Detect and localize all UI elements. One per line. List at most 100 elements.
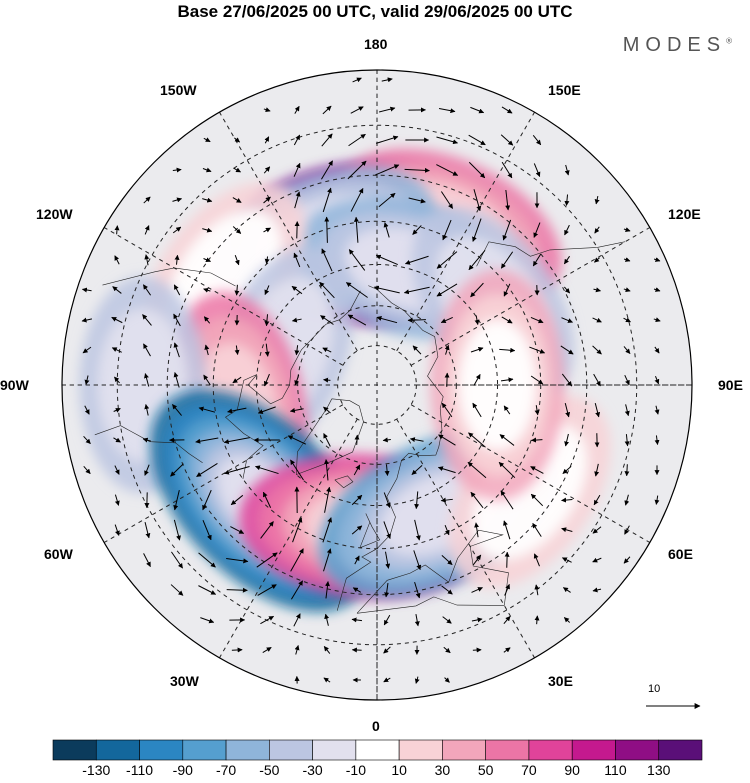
colorbar-tick-label: 70 [521, 762, 537, 778]
lon-label-120w: 120W [36, 206, 73, 222]
lon-label-60e: 60E [668, 546, 693, 562]
wind-arrow [436, 136, 459, 145]
wind-arrow [530, 375, 544, 385]
reference-vector-arrow [646, 703, 701, 709]
wind-arrow [195, 437, 219, 444]
lon-label-60w: 60W [44, 546, 73, 562]
wind-arrow [381, 77, 393, 83]
colorbar-tick-label: 90 [564, 762, 580, 778]
colorbar-swatch [139, 739, 184, 761]
coastline [359, 513, 381, 549]
wind-arrow [441, 402, 453, 418]
wind-arrow [323, 548, 332, 572]
graticule [62, 70, 692, 700]
wind-arrow [287, 435, 307, 445]
wind-arrow [324, 216, 330, 243]
wind-arrow [564, 164, 570, 176]
colorbar-swatch [485, 739, 530, 761]
wind-arrow [290, 548, 304, 572]
colorbar-tick-label: -130 [82, 762, 111, 778]
wind-arrow [529, 346, 546, 354]
wind-arrow [561, 557, 572, 563]
wind-arrow [353, 464, 361, 476]
wind-arrow [142, 314, 152, 326]
colorbar-tick-label: 10 [391, 762, 407, 778]
wind-arrow [202, 227, 213, 233]
wind-arrow [654, 495, 660, 505]
wind-arrow [351, 525, 363, 535]
wind-arrow [81, 287, 92, 293]
wind-arrow [230, 494, 244, 506]
wind-arrow [414, 614, 420, 627]
wind-arrow [294, 191, 301, 209]
wind-arrow [294, 105, 300, 114]
wind-arrow [143, 343, 151, 357]
wind-arrow [323, 459, 329, 481]
wind-arrow [202, 520, 212, 541]
wind-arrow [172, 167, 182, 173]
wind-arrow [532, 522, 542, 537]
wind-arrow [232, 376, 242, 384]
wind-arrow [263, 107, 271, 112]
wind-arrow [351, 494, 363, 506]
wind-vectors [81, 77, 661, 684]
wind-arrow [594, 195, 600, 205]
wind-arrow [534, 584, 540, 596]
colorbar-swatch [398, 739, 443, 761]
meridian [103, 404, 344, 543]
wind-arrow [562, 587, 571, 593]
brand-mark: ® [726, 36, 732, 46]
wind-arrow [204, 344, 210, 356]
wind-arrow [173, 490, 180, 511]
wind-arrow [255, 465, 279, 475]
wind-arrow [350, 187, 364, 212]
colorbar-swatch [442, 739, 486, 761]
wind-arrow [200, 617, 215, 624]
wind-arrow [112, 286, 122, 294]
wind-arrow [114, 376, 120, 384]
wind-arrow [172, 226, 182, 234]
wind-arrow [503, 615, 511, 624]
wind-arrow [500, 377, 514, 383]
wind-arrow [474, 522, 480, 538]
wind-arrow [504, 551, 510, 568]
wind-arrow [173, 313, 181, 327]
wind-arrow [144, 404, 150, 416]
wind-arrow [534, 615, 540, 625]
wind-arrow [561, 497, 573, 503]
coastline [225, 290, 361, 479]
wind-arrow [503, 647, 511, 653]
wind-arrow [321, 248, 333, 272]
wind-arrow [81, 317, 93, 323]
wind-arrow [403, 286, 430, 295]
wind-arrow [323, 433, 331, 447]
colorbar-swatch [355, 739, 400, 761]
wind-arrow [594, 403, 601, 418]
wind-arrow [144, 464, 150, 476]
latitude-circle [212, 220, 542, 550]
wind-arrow [472, 402, 482, 418]
lon-label-150e: 150E [548, 82, 581, 98]
wind-arrow [444, 525, 450, 536]
colorbar-tick-label: -110 [126, 762, 154, 778]
wind-arrow [594, 226, 600, 234]
wind-arrow [320, 315, 334, 325]
wind-arrow [203, 374, 211, 386]
wind-arrow [654, 405, 660, 415]
wind-arrow [83, 466, 91, 475]
wind-arrow [468, 432, 486, 448]
wind-arrow [173, 372, 180, 388]
wind-arrow [404, 167, 430, 173]
wind-arrow [264, 343, 270, 357]
wind-arrow [264, 314, 270, 327]
wind-arrow [143, 553, 151, 568]
wind-arrow [142, 437, 151, 443]
wind-arrow [623, 257, 631, 262]
wind-arrow [322, 105, 332, 115]
wind-arrow [83, 435, 91, 445]
wind-arrow [234, 137, 241, 143]
wind-arrow [404, 255, 429, 265]
wind-arrow [293, 252, 301, 268]
wind-arrow [384, 583, 390, 598]
wind-arrow [113, 408, 121, 413]
